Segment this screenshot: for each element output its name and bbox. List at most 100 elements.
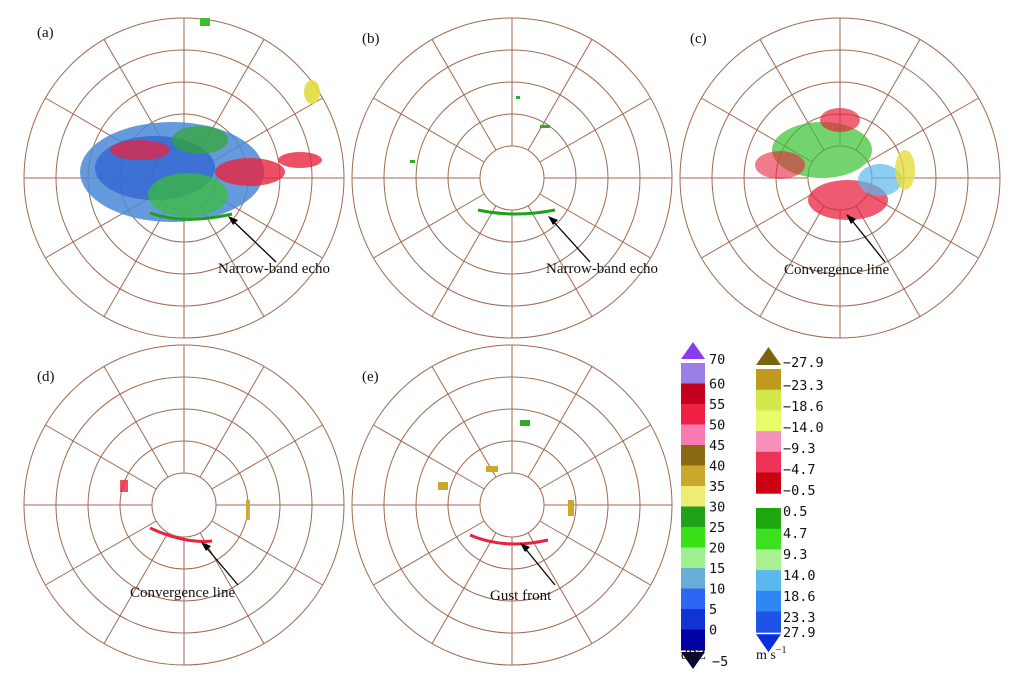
colorbar-bin	[681, 363, 705, 384]
colorbar-bin-positive	[756, 590, 781, 612]
radar-echo-pattern	[410, 96, 556, 216]
colorbar-bin-negative	[756, 472, 781, 494]
azimuth-line	[373, 520, 485, 586]
panel-b: (b) Narrow-band echo	[351, 17, 673, 339]
annotation-arrow	[520, 543, 556, 586]
colorbar-bin	[681, 609, 705, 630]
colorbar-bin	[681, 629, 705, 651]
azimuth-line	[539, 97, 651, 163]
colorbar-bin	[681, 465, 705, 487]
velocity-unit-exponent: −1	[776, 645, 787, 656]
azimuth-line	[373, 193, 485, 259]
colorbar-tick-label: 4.7	[783, 526, 807, 542]
colorbar-tick-label: 23.3	[783, 610, 816, 626]
velocity-unit: m s−1	[756, 645, 786, 663]
colorbar-tick-label: −0.5	[783, 483, 816, 499]
colorbar-tick-label: 14.0	[783, 568, 816, 584]
colorbar-bin-negative	[756, 369, 781, 391]
azimuth-line	[199, 532, 265, 644]
colorbar-bottom-arrow	[681, 652, 705, 669]
panel-a: (a) Narrow-band echo	[23, 17, 345, 339]
colorbar-tick-label: 5	[709, 602, 717, 618]
colorbar-top-arrow	[756, 347, 781, 365]
panel-label: (a)	[37, 25, 54, 41]
colorbar-tick-label: 45	[709, 438, 725, 454]
colorbar-tick-label: 50	[709, 418, 725, 434]
azimuth-line	[373, 424, 485, 490]
velocity-unit-main: m s	[756, 648, 776, 663]
range-ring	[479, 145, 545, 211]
colorbar-tick-label: 9.3	[783, 547, 807, 563]
annotation-arrow	[201, 542, 239, 586]
colorbar-bottom-arrow	[756, 634, 781, 653]
colorbar-tick-label: −27.9	[783, 355, 824, 371]
colorbar-bin	[681, 527, 705, 548]
annotation-arrow	[846, 214, 886, 263]
azimuth-line	[527, 39, 593, 151]
azimuth-line	[211, 520, 323, 586]
azimuth-line	[431, 39, 497, 151]
panel-d: (d) Convergence line	[23, 344, 345, 666]
azimuth-line	[431, 205, 497, 317]
azimuth-line	[527, 532, 593, 644]
annotation-label: Gust front	[490, 588, 552, 604]
azimuth-line	[45, 520, 157, 586]
azimuth-line	[701, 193, 813, 259]
colorbar-tick-label: 18.6	[783, 589, 816, 605]
colorbar-top-arrow	[681, 342, 705, 359]
colorbar-tick-label: 30	[709, 500, 725, 516]
radar-echo-pattern	[755, 108, 915, 220]
reflectivity-unit: dBZ	[681, 648, 706, 663]
colorbar-tick-label: 25	[709, 520, 725, 536]
colorbar-bin	[681, 383, 705, 405]
azimuth-line	[103, 366, 169, 478]
azimuth-line	[867, 97, 979, 163]
polar-grid	[679, 17, 1001, 339]
radar-echo-pattern	[80, 18, 322, 222]
azimuth-line	[759, 205, 825, 317]
polar-grid	[23, 344, 345, 666]
radar-echo-pattern	[438, 420, 574, 546]
polar-grid	[351, 17, 673, 339]
azimuth-line	[373, 97, 485, 163]
azimuth-line	[855, 39, 921, 151]
colorbar-tick-label: 27.9	[783, 625, 816, 641]
colorbar-bin-positive	[756, 549, 781, 571]
colorbar-tick-label: −9.3	[783, 441, 816, 457]
range-ring	[151, 472, 217, 538]
colorbar-bin	[681, 568, 705, 589]
colorbar-tick-label: 40	[709, 459, 725, 475]
colorbar-bin	[681, 588, 705, 610]
azimuth-line	[527, 205, 593, 317]
colorbar-bin	[681, 424, 705, 446]
azimuth-line	[199, 205, 265, 317]
azimuth-line	[103, 532, 169, 644]
colorbar-tick-label: 20	[709, 541, 725, 557]
colorbar-tick-label: 55	[709, 397, 725, 413]
colorbar-bin	[681, 404, 705, 425]
azimuth-line	[855, 205, 921, 317]
colorbar-tick-label: 70	[709, 352, 725, 368]
panel-c: (c) Convergence line	[679, 17, 1001, 339]
polar-grid	[351, 344, 673, 666]
azimuth-line	[431, 366, 497, 478]
colorbar-tick-label: 0	[709, 623, 717, 639]
azimuth-line	[527, 366, 593, 478]
colorbar-tick-label: −14.0	[783, 420, 824, 436]
colorbar-bin-positive	[756, 570, 781, 592]
colorbar-bin-positive	[756, 508, 781, 530]
azimuth-line	[45, 424, 157, 490]
colorbar-tick-label: 35	[709, 479, 725, 495]
annotation-label: Convergence line	[130, 585, 235, 601]
colorbar-bin-negative	[756, 410, 781, 432]
annotation-arrow	[548, 216, 591, 263]
range-ring	[479, 472, 545, 538]
colorbar-tick-label: −18.6	[783, 399, 824, 415]
azimuth-line	[539, 193, 651, 259]
colorbar-tick-label: 10	[709, 582, 725, 598]
radar-echo-pattern	[120, 480, 250, 543]
colorbar-bin	[681, 506, 705, 528]
panel-e: (e) Gust front	[351, 344, 673, 666]
